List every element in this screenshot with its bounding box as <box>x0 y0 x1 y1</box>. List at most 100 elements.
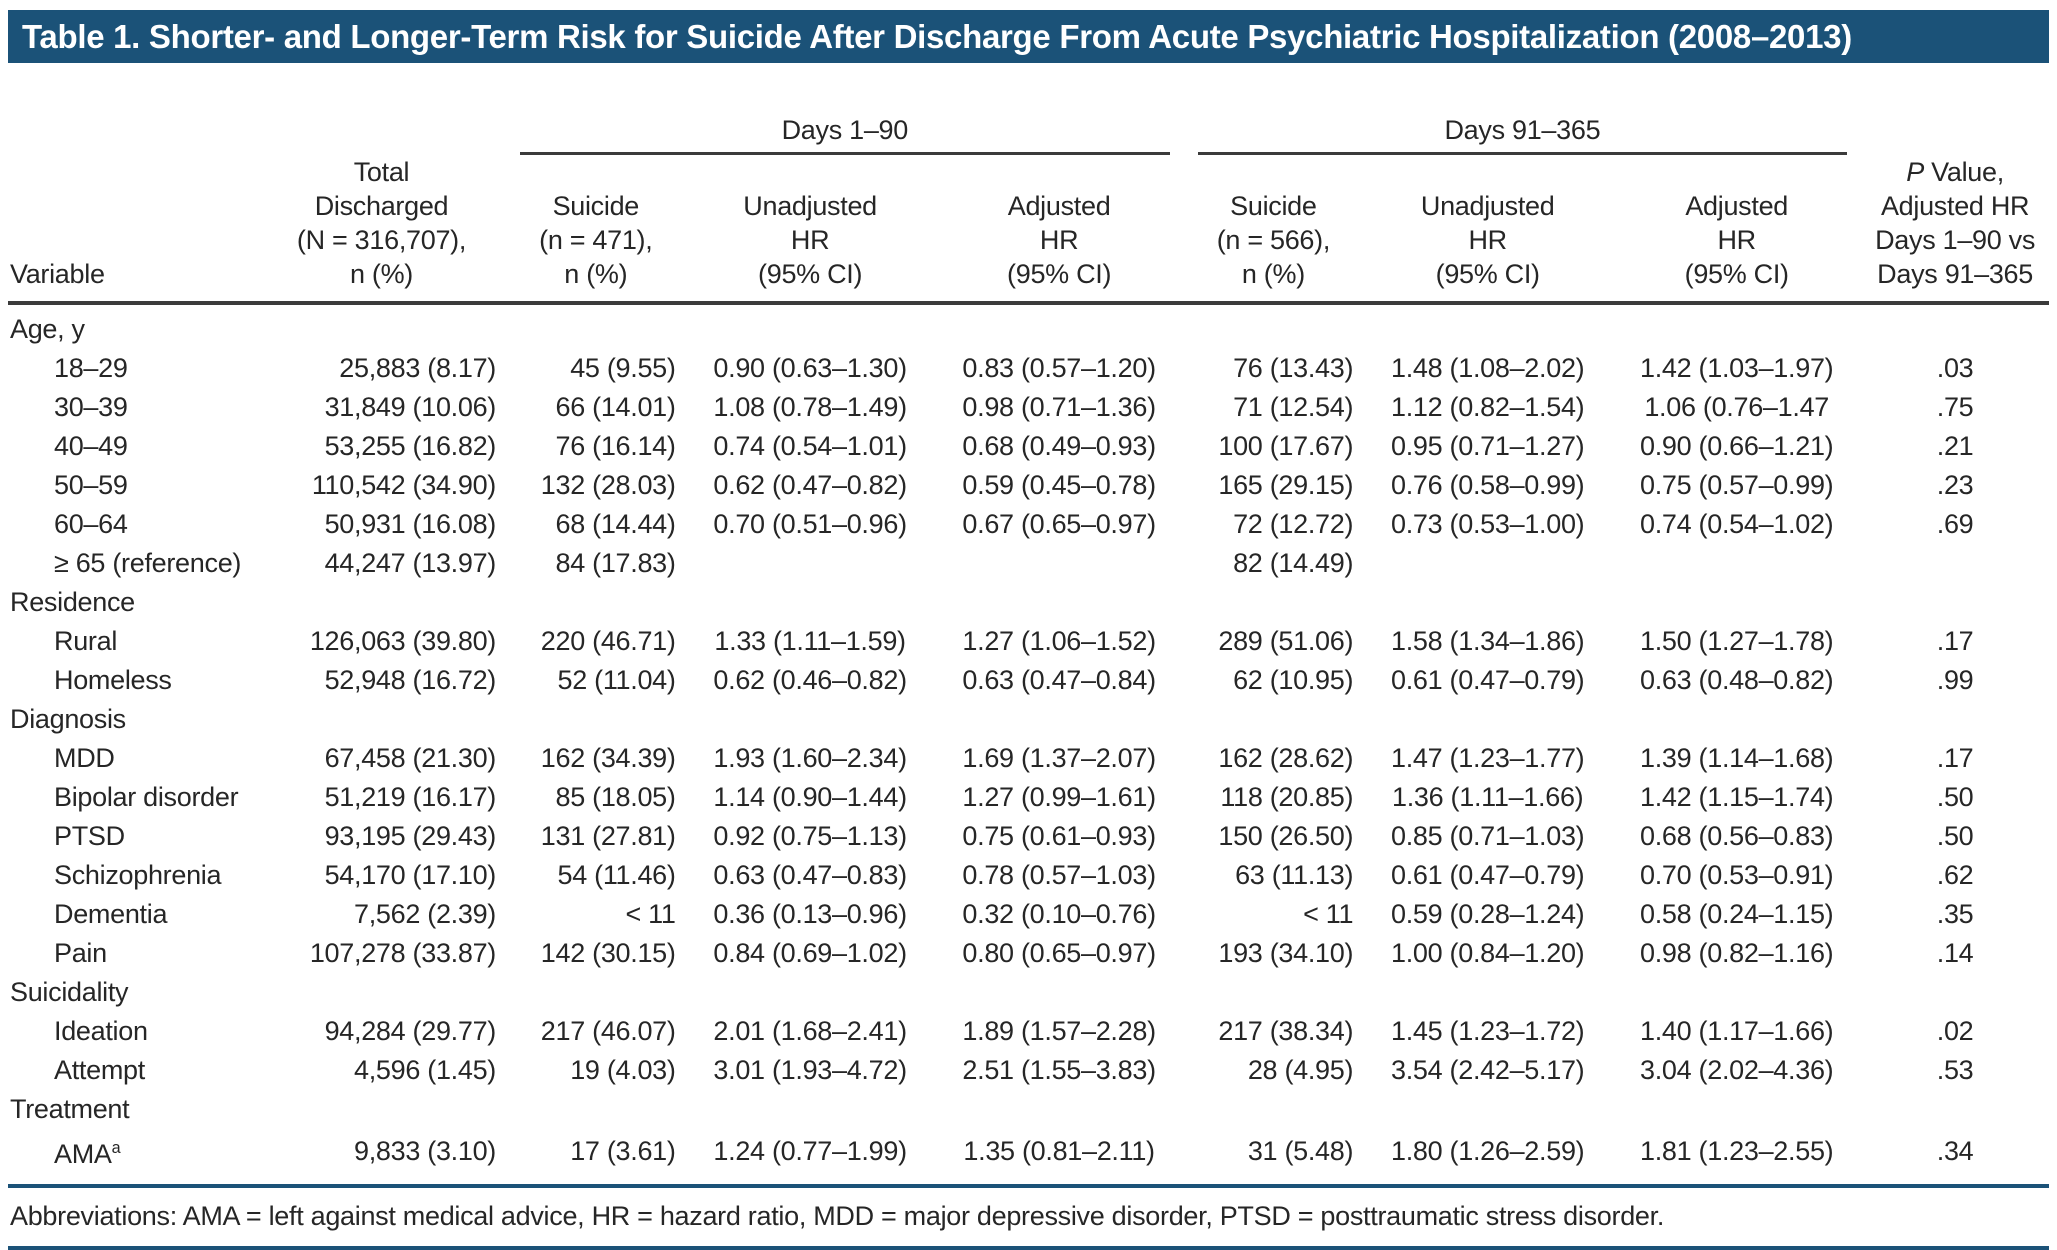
col-header-unadjusted-hr-1-90: Unadjusted HR (95% CI) <box>685 189 935 305</box>
cell: 31 (5.48) <box>1247 1136 1354 1166</box>
cell: 31,849 (10.06) <box>324 392 497 422</box>
col-header-total-discharged: Total Discharged (N = 316,707), n (%) <box>257 75 506 305</box>
cell: 0.61 (0.47–0.79) <box>1391 860 1585 890</box>
cell: 0.85 (0.71–1.03) <box>1391 821 1585 851</box>
col-header-unadjusted-hr-91-365: Unadjusted HR (95% CI) <box>1363 189 1613 305</box>
cell: 165 (29.15) <box>1218 470 1354 500</box>
cell: 0.70 (0.51–0.96) <box>713 509 907 539</box>
cell: 0.68 (0.56–0.83) <box>1640 821 1834 851</box>
cell: 44,247 (13.97) <box>324 548 497 578</box>
cell: 0.70 (0.53–0.91) <box>1640 860 1834 890</box>
cell: 1.35 (0.81–2.11) <box>963 1136 1155 1166</box>
cell: 1.58 (1.34–1.86) <box>1391 626 1585 656</box>
section-row: Residence <box>8 583 2049 622</box>
section-label: Suicidality <box>10 977 129 1007</box>
cell: 1.27 (0.99–1.61) <box>962 782 1156 812</box>
row-label: Dementia <box>54 899 168 929</box>
cell: 1.40 (1.17–1.66) <box>1640 1016 1834 1046</box>
cell: .62 <box>1936 860 1974 890</box>
row-label: Attempt <box>54 1055 145 1085</box>
cell: 1.08 (0.78–1.49) <box>713 392 907 422</box>
cell: 0.98 (0.71–1.36) <box>962 392 1156 422</box>
cell: 68 (14.44) <box>555 509 676 539</box>
cell: .35 <box>1936 899 1974 929</box>
row-label: Homeless <box>54 665 172 695</box>
table-row: Bipolar disorder 51,219 (16.17) 85 (18.05)… <box>8 778 2049 817</box>
cell: .21 <box>1936 431 1974 461</box>
cell: 1.14 (0.90–1.44) <box>713 782 907 812</box>
section-row: Age, y <box>8 303 2049 349</box>
cell: 0.63 (0.48–0.82) <box>1640 665 1834 695</box>
cell: 110,542 (34.90) <box>311 470 496 500</box>
cell: 76 (13.43) <box>1233 353 1354 383</box>
cell: .17 <box>1936 626 1974 656</box>
cell: 1.24 (0.77–1.99) <box>713 1136 907 1166</box>
table-row: AMAa 9,833 (3.10) 17 (3.61) 1.24 (0.77–1.99… <box>8 1129 2049 1174</box>
cell: 0.95 (0.71–1.27) <box>1391 431 1585 461</box>
table-row: 18–29 25,883 (8.17) 45 (9.55) 0.90 (0.63–1.… <box>8 349 2049 388</box>
row-label: MDD <box>54 743 115 773</box>
cell: 1.80 (1.26–2.59) <box>1391 1136 1585 1166</box>
cell: 71 (12.54) <box>1233 392 1354 422</box>
cell: 67,458 (21.30) <box>324 743 497 773</box>
cell: 1.12 (0.82–1.54) <box>1391 392 1585 422</box>
cell: 0.62 (0.47–0.82) <box>713 470 907 500</box>
cell: .50 <box>1936 821 1974 851</box>
table-row: Homeless 52,948 (16.72) 52 (11.04) 0.62 (0.… <box>8 661 2049 700</box>
cell: 93,195 (29.43) <box>324 821 497 851</box>
cell: 0.36 (0.13–0.96) <box>713 899 907 929</box>
col-header-variable: Variable <box>8 75 257 305</box>
cell: 193 (34.10) <box>1218 938 1354 968</box>
row-label: 30–39 <box>54 392 128 422</box>
cell: 52 (11.04) <box>557 665 676 695</box>
row-label: Bipolar disorder <box>54 782 239 812</box>
cell: 1.48 (1.08–2.02) <box>1391 353 1585 383</box>
abbreviations-note: Abbreviations: AMA = left against medica… <box>8 1184 2049 1250</box>
cell: 0.68 (0.49–0.93) <box>962 431 1156 461</box>
cell: .50 <box>1936 782 1974 812</box>
row-label: 40–49 <box>54 431 128 461</box>
p-value-italic-p: P <box>1906 157 1924 187</box>
cell: 220 (46.71) <box>540 626 676 656</box>
row-label: Ideation <box>54 1016 148 1046</box>
table-title: Table 1. Shorter- and Longer-Term Risk f… <box>8 10 2049 63</box>
cell: 45 (9.55) <box>570 353 676 383</box>
cell: .03 <box>1936 353 1974 383</box>
cell: 9,833 (3.10) <box>354 1136 496 1166</box>
table-row: Pain 107,278 (33.87) 142 (30.15) 0.84 (0.69… <box>8 934 2049 973</box>
cell: 94,284 (29.77) <box>324 1016 497 1046</box>
section-label: Treatment <box>10 1094 130 1124</box>
cell: 2.01 (1.68–2.41) <box>713 1016 907 1046</box>
cell: 85 (18.05) <box>555 782 676 812</box>
cell: 132 (28.03) <box>540 470 676 500</box>
cell: 50,931 (16.08) <box>324 509 497 539</box>
section-row: Diagnosis <box>8 700 2049 739</box>
cell: 0.92 (0.75–1.13) <box>713 821 907 851</box>
cell: 0.32 (0.10–0.76) <box>962 899 1156 929</box>
row-label: 50–59 <box>54 470 128 500</box>
cell: .69 <box>1936 509 1974 539</box>
cell: 1.89 (1.57–2.28) <box>962 1016 1156 1046</box>
cell: 2.51 (1.55–3.83) <box>962 1055 1156 1085</box>
cell: 0.83 (0.57–1.20) <box>962 353 1156 383</box>
cell: 4,596 (1.45) <box>354 1055 496 1085</box>
table-row: 60–64 50,931 (16.08) 68 (14.44) 0.70 (0.51–… <box>8 505 2049 544</box>
cell: .53 <box>1936 1055 1974 1085</box>
cell: 63 (11.13) <box>1235 860 1354 890</box>
table-header: Variable Total Discharged (N = 316,707),… <box>8 75 2049 305</box>
p-value-header-text: Value, Adjusted HR Days 1–90 vs Days 91–… <box>1875 157 2036 289</box>
cell: 126,063 (39.80) <box>309 626 496 656</box>
table-row: Dementia 7,562 (2.39) < 11 0.36 (0.13–0.96)… <box>8 895 2049 934</box>
risk-table: Variable Total Discharged (N = 316,707),… <box>8 75 2049 1174</box>
cell: 1.00 (0.84–1.20) <box>1391 938 1585 968</box>
cell: 0.84 (0.69–1.02) <box>713 938 907 968</box>
cell: 0.90 (0.63–1.30) <box>713 353 907 383</box>
cell: 118 (20.85) <box>1220 782 1354 812</box>
section-row: Treatment <box>8 1090 2049 1129</box>
table-row: 50–59 110,542 (34.90) 132 (28.03) 0.62 (0.4… <box>8 466 2049 505</box>
cell: 1.81 (1.23–2.55) <box>1640 1136 1834 1166</box>
row-label: 18–29 <box>54 353 128 383</box>
cell: .17 <box>1936 743 1974 773</box>
table-row: ≥ 65 (reference) 44,247 (13.97) 84 (17.83)… <box>8 544 2049 583</box>
col-group-days-1-90: Days 1–90 <box>506 75 1184 189</box>
